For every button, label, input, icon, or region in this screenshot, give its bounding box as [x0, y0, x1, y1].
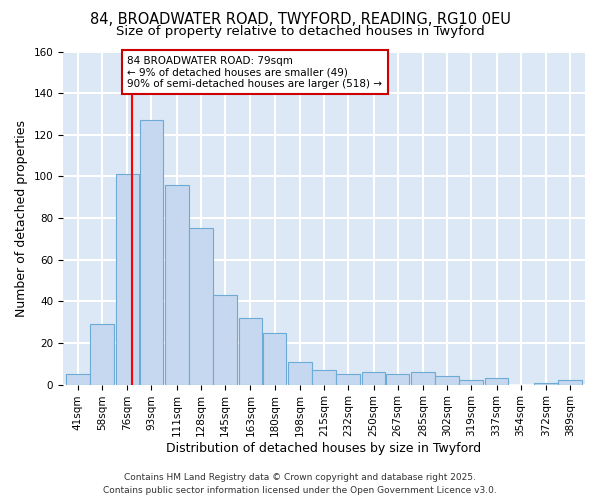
Bar — [535, 382, 558, 384]
X-axis label: Distribution of detached houses by size in Twyford: Distribution of detached houses by size … — [166, 442, 482, 455]
Bar — [214, 295, 236, 384]
Bar — [386, 374, 409, 384]
Bar — [288, 362, 311, 384]
Bar — [313, 370, 335, 384]
Bar — [263, 332, 286, 384]
Text: 84 BROADWATER ROAD: 79sqm
← 9% of detached houses are smaller (49)
90% of semi-d: 84 BROADWATER ROAD: 79sqm ← 9% of detach… — [127, 56, 382, 89]
Bar — [337, 374, 360, 384]
Bar — [436, 376, 459, 384]
Text: Size of property relative to detached houses in Twyford: Size of property relative to detached ho… — [116, 25, 484, 38]
Bar — [189, 228, 212, 384]
Bar — [460, 380, 483, 384]
Bar — [165, 184, 188, 384]
Bar — [116, 174, 139, 384]
Bar — [485, 378, 508, 384]
Bar — [140, 120, 163, 384]
Bar — [412, 372, 435, 384]
Bar — [362, 372, 385, 384]
Y-axis label: Number of detached properties: Number of detached properties — [15, 120, 28, 316]
Bar — [90, 324, 113, 384]
Bar — [66, 374, 89, 384]
Bar — [559, 380, 582, 384]
Bar — [239, 318, 262, 384]
Text: 84, BROADWATER ROAD, TWYFORD, READING, RG10 0EU: 84, BROADWATER ROAD, TWYFORD, READING, R… — [89, 12, 511, 28]
Text: Contains HM Land Registry data © Crown copyright and database right 2025.
Contai: Contains HM Land Registry data © Crown c… — [103, 474, 497, 495]
